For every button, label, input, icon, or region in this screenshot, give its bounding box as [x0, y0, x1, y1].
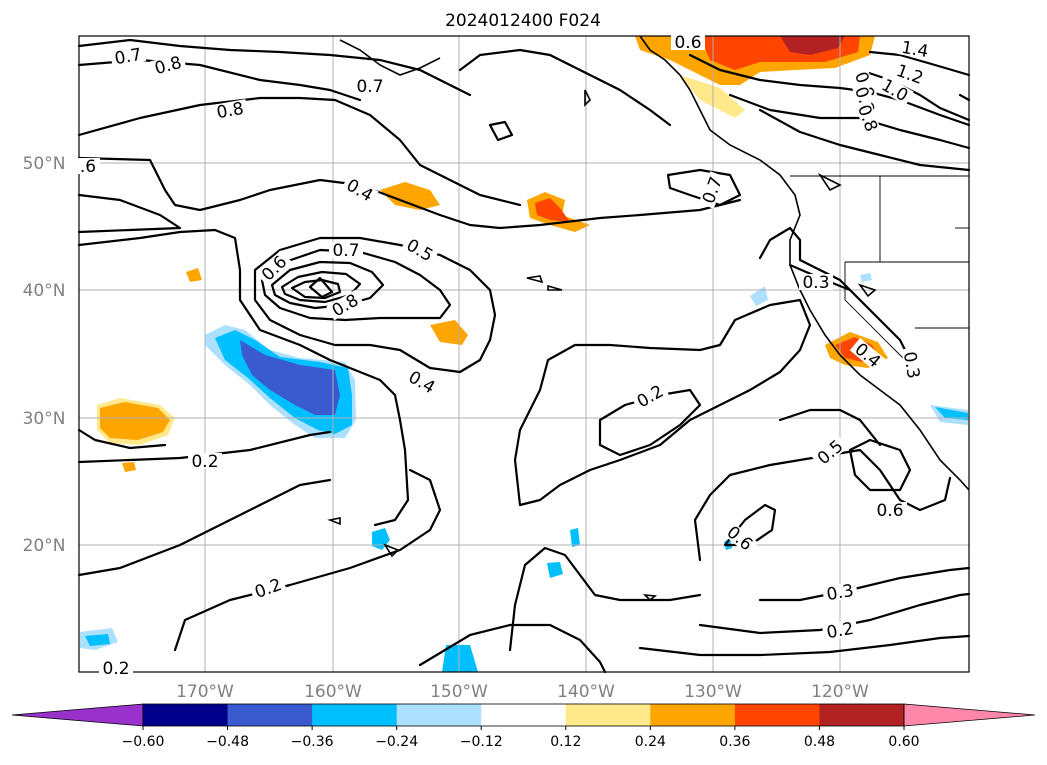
negative-blob-9: [750, 286, 768, 306]
contour-label: 0.7: [332, 241, 359, 261]
positive-region-north-deep: [780, 36, 845, 55]
colorbar-segment: [565, 704, 651, 726]
positive-blob-1: [380, 182, 440, 210]
colorbar: −0.60 −0.48 −0.36 −0.24 −0.12 0.12 0.24 0.36 0.4…: [11, 703, 1036, 750]
colorbar-tick-label: 0.60: [888, 734, 919, 750]
map-panel: [77, 35, 971, 674]
lat-tick-30n: 30°N: [23, 409, 66, 429]
lat-tick-50n: 50°N: [23, 154, 66, 174]
colorbar-segment: [396, 704, 482, 726]
lon-tick-labels: 170°W 160°W 150°W 140°W 130°W 120°W: [176, 682, 869, 702]
colorbar-segment: [143, 704, 229, 726]
lat-tick-labels: 20°N 30°N 40°N 50°N: [23, 154, 66, 556]
contour-label-background: [873, 502, 907, 518]
contour-label-background: [854, 99, 882, 137]
contour-label-background: [901, 346, 923, 384]
contour-label-background: [188, 453, 222, 469]
contour-label-background: [401, 234, 439, 266]
colorbar-segment: [481, 704, 567, 726]
colorbar-tick-label: −0.36: [291, 734, 334, 750]
contour-label-background: [811, 434, 849, 470]
contour-label-background: [876, 74, 914, 106]
contour-label: 0.3: [825, 581, 855, 605]
colorbar-segment: [819, 704, 905, 726]
contour-label-background: [631, 380, 669, 412]
contour-label-background: [799, 274, 833, 290]
positive-blob-4: [186, 268, 202, 282]
contour-label-background: [326, 289, 364, 321]
colorbar-tick-label: 0.12: [550, 734, 581, 750]
contour-label: 0.3: [899, 350, 923, 380]
negative-region-central-core: [240, 340, 340, 415]
negative-blob-10: [860, 273, 872, 282]
contour-label-background: [256, 250, 292, 286]
contour-label-background: [76, 158, 100, 174]
lon-tick-130w: 130°W: [684, 682, 742, 702]
negative-blob-4: [442, 645, 478, 672]
contour-label-background: [109, 45, 147, 67]
contour-label: 0.2: [825, 619, 855, 643]
contour-lines: [77, 38, 971, 674]
colorbar-segment: [650, 704, 736, 726]
contour-label-background: [698, 171, 726, 209]
contour-label: 0.3: [802, 273, 829, 293]
lon-tick-150w: 150°W: [430, 682, 488, 702]
contour-label: 1.4: [900, 38, 930, 62]
lat-tick-20n: 20°N: [23, 536, 66, 556]
colorbar-tick-label: 0.48: [804, 734, 835, 750]
positive-region-west-inner: [100, 402, 170, 440]
contour-label-background: [849, 337, 887, 373]
negative-blob-6: [85, 634, 110, 646]
contour-label: 0.6: [674, 33, 701, 53]
figure-title: 2024012400 F024: [445, 11, 601, 31]
contour-label-background: [821, 581, 859, 603]
contour-labels: 0.7 0.80.80.7.60.40.7 0.50.60.80.40.20.20.…: [76, 33, 934, 679]
contour-label: 0.2: [191, 452, 218, 472]
positive-blob-5: [122, 462, 136, 472]
colorbar-segment: [734, 704, 820, 726]
colorbar-segment: [227, 704, 313, 726]
contour-label-background: [353, 78, 387, 94]
coastlines: [327, 35, 970, 602]
colorbar-extend-high: [903, 703, 1036, 727]
contour-label: 0.2: [102, 659, 129, 679]
contour-label: 0.8: [215, 99, 245, 123]
contour-label-background: [329, 242, 363, 258]
negative-blob-8: [935, 407, 968, 420]
contour-label-background: [249, 574, 287, 602]
contour-label-background: [341, 174, 379, 206]
lon-tick-120w: 120°W: [811, 682, 869, 702]
contour-label: 0.7: [113, 45, 143, 69]
colorbar-tick-label: −0.12: [460, 734, 503, 750]
colorbar-tick-label: 0.24: [635, 734, 666, 750]
colorbar-extend-low: [11, 703, 144, 727]
contour-label-background: [896, 38, 934, 60]
contour-label-background: [891, 60, 929, 88]
contour-label: 0.6: [876, 501, 903, 521]
lon-tick-140w: 140°W: [557, 682, 615, 702]
map-frame: [78, 35, 970, 673]
lon-tick-160w: 160°W: [304, 682, 362, 702]
colorbar-tick-label: 0.36: [719, 734, 750, 750]
colorbar-segment: [312, 704, 398, 726]
positive-blob-2-core: [535, 198, 570, 222]
negative-blob-3: [570, 528, 580, 547]
colorbar-tick-label: −0.48: [206, 734, 249, 750]
colorbar-tick-label: −0.60: [122, 734, 165, 750]
contour-label-background: [211, 99, 249, 121]
contour-label: .6: [80, 157, 96, 177]
colorbar-frame: [142, 703, 905, 727]
contour-label-background: [149, 52, 187, 78]
lat-tick-40n: 40°N: [23, 281, 66, 301]
contour-label-background: [99, 660, 133, 676]
contour-label-background: [821, 619, 859, 641]
colorbar-tick-label: −0.24: [375, 734, 418, 750]
contour-label: 0.7: [356, 77, 383, 97]
contour-label-background: [671, 34, 705, 50]
negative-blob-2: [547, 562, 563, 578]
contour-label-background: [403, 366, 441, 398]
contour-label-background: [721, 520, 759, 556]
lon-tick-170w: 170°W: [176, 682, 234, 702]
